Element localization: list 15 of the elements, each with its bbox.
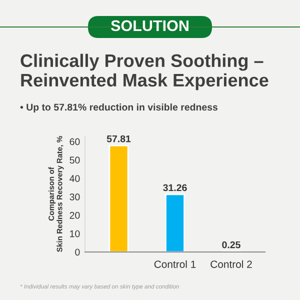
y-tick-label: 0 [75,248,80,256]
text: SOLUTION [110,20,188,32]
data-label: 31.26 [163,184,187,192]
x-tick-label: Control 2 [210,260,252,268]
y-tick-label: 40 [70,175,80,182]
y-tick-label: 50 [70,156,80,164]
data-label: 57.81 [106,135,131,142]
y-tick-label: 60 [70,138,80,146]
chart-title: Clinically Proven Soothing – Reinvented Mask Experience [20,54,268,90]
x-tick-label: Control 1 [154,260,196,268]
data-label: 0.25 [222,241,240,248]
y-tick-label: 30 [70,193,80,200]
chart-subtitle: • Up to 57.81% reduction in visible redness [20,103,218,113]
y-tick-label: 10 [70,230,80,238]
y-tick-label: 20 [70,212,80,219]
